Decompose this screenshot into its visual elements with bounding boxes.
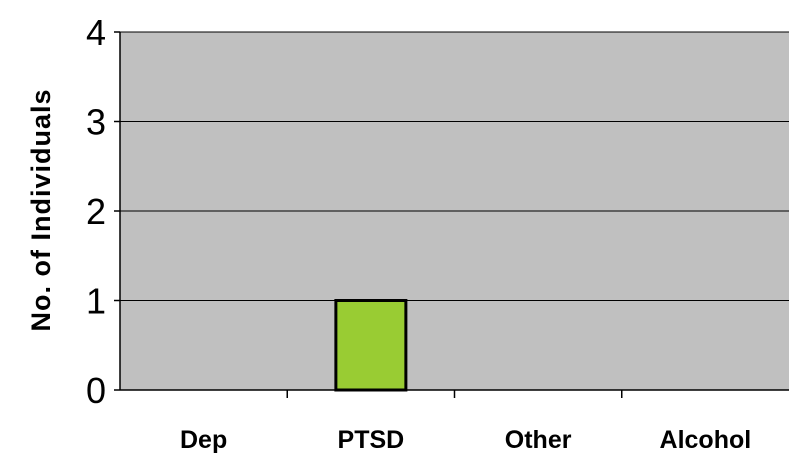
y-tick-label: 0 <box>86 370 106 411</box>
y-tick-label: 3 <box>86 102 106 143</box>
x-tick-marks <box>286 390 623 398</box>
y-tick-label: 2 <box>86 191 106 232</box>
x-tick-label: PTSD <box>338 426 405 454</box>
gridlines <box>120 31 789 301</box>
bar-ptsd <box>334 299 408 392</box>
x-tick-labels: Dep PTSD Other Alcohol <box>180 426 751 454</box>
y-tick-label: 4 <box>86 12 106 53</box>
x-tick-label: Other <box>505 426 572 454</box>
bars <box>334 299 408 392</box>
y-axis-label: No. of Individuals <box>26 88 56 331</box>
y-tick-labels: 0 1 2 3 4 <box>86 12 120 411</box>
y-tick-label: 1 <box>86 281 106 322</box>
x-tick-label: Alcohol <box>660 426 752 454</box>
x-tick-label: Dep <box>180 426 227 454</box>
